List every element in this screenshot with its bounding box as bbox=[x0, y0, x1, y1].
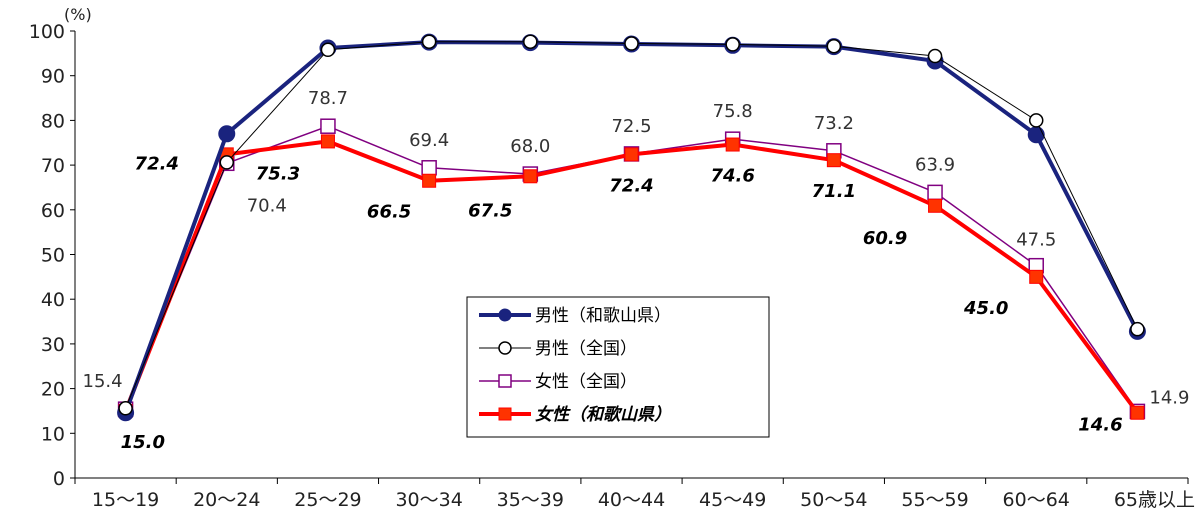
data-point-marker bbox=[320, 134, 335, 149]
data-point-marker bbox=[927, 48, 943, 64]
data-label-female-national: 69.4 bbox=[409, 130, 449, 151]
data-point-marker bbox=[320, 42, 336, 58]
x-tick-label: 55～59 bbox=[901, 489, 968, 511]
data-label-female-wakayama: 15.0 bbox=[121, 432, 165, 453]
data-label-female-wakayama: 71.1 bbox=[812, 181, 856, 202]
data-point-marker bbox=[421, 34, 437, 49]
y-unit-label: (%) bbox=[64, 5, 92, 24]
y-tick-label: 20 bbox=[41, 379, 65, 401]
y-tick-label: 90 bbox=[41, 66, 65, 88]
y-tick-label: 0 bbox=[53, 468, 65, 490]
data-label-female-wakayama: 66.5 bbox=[367, 202, 411, 223]
data-label-female-national: 63.9 bbox=[915, 154, 955, 175]
legend-label: 男性（和歌山県） bbox=[535, 306, 671, 326]
data-label-female-national: 15.4 bbox=[83, 371, 123, 392]
legend-marker bbox=[498, 374, 512, 388]
data-label-female-wakayama: 75.3 bbox=[256, 163, 300, 184]
data-point-marker bbox=[1130, 321, 1145, 337]
x-tick-label: 60～64 bbox=[1003, 489, 1070, 511]
legend: 男性（和歌山県） 男性（全国） 女性（全国） 女性（和歌山県） bbox=[466, 296, 770, 438]
data-point-marker bbox=[1028, 113, 1044, 128]
legend-label: 女性（全国） bbox=[535, 372, 637, 392]
x-tick-label: 35～39 bbox=[497, 489, 564, 511]
y-tick-label: 100 bbox=[29, 21, 65, 43]
data-point-marker bbox=[725, 37, 740, 52]
y-tick-label: 30 bbox=[41, 334, 65, 356]
data-point-marker bbox=[118, 401, 133, 416]
data-label-female-national: 72.5 bbox=[611, 116, 651, 137]
data-point-marker bbox=[928, 198, 943, 213]
legend-label: 男性（全国） bbox=[535, 339, 637, 359]
data-point-marker bbox=[523, 169, 538, 184]
legend-marker bbox=[498, 341, 512, 355]
data-point-marker bbox=[219, 155, 235, 170]
x-tick-label: 25～29 bbox=[294, 489, 361, 511]
legend-marker bbox=[498, 308, 512, 322]
legend-label: 女性（和歌山県） bbox=[535, 405, 671, 425]
x-tick-label: 45～49 bbox=[699, 489, 766, 511]
data-label-female-national: 47.5 bbox=[1016, 230, 1056, 251]
y-tick-label: 80 bbox=[41, 110, 65, 132]
data-point-marker bbox=[422, 173, 437, 188]
data-label-female-national: 73.2 bbox=[814, 113, 854, 134]
axes bbox=[70, 30, 1189, 484]
data-point-marker bbox=[927, 184, 943, 201]
y-tick-labels: 0 10 20 30 40 50 60 70 80 90 100 bbox=[29, 21, 65, 490]
data-label-female-national: 68.0 bbox=[510, 136, 550, 157]
x-tick-label: 65歳以上 bbox=[1114, 489, 1195, 511]
data-label-female-wakayama: 72.4 bbox=[609, 175, 653, 196]
data-label-female-national: 75.8 bbox=[713, 101, 753, 122]
data-point-marker bbox=[1027, 126, 1045, 144]
y-tick-label: 60 bbox=[41, 200, 65, 222]
data-point-marker bbox=[826, 38, 842, 54]
y-tick-label: 70 bbox=[41, 155, 65, 177]
data-label-female-wakayama: 14.6 bbox=[1078, 415, 1122, 436]
data-point-marker bbox=[1130, 405, 1145, 420]
x-tick-label: 50～54 bbox=[800, 489, 867, 511]
data-labels: 15.4 70.4 78.7 69.4 68.0 72.5 75.8 73.2 63.9 47.5… bbox=[83, 88, 1190, 453]
data-label-female-wakayama: 72.4 bbox=[135, 153, 179, 174]
x-tick-label: 20～24 bbox=[193, 489, 260, 511]
data-point-marker bbox=[1029, 269, 1044, 284]
data-label-female-national: 14.9 bbox=[1149, 387, 1189, 408]
data-point-marker bbox=[523, 34, 538, 49]
series-layer bbox=[117, 33, 1146, 422]
data-point-marker bbox=[624, 147, 639, 162]
data-point-marker bbox=[218, 125, 236, 143]
x-tick-label: 30～34 bbox=[395, 489, 462, 511]
legend-marker bbox=[498, 407, 512, 421]
y-tick-label: 40 bbox=[41, 289, 65, 311]
data-label-female-national: 78.7 bbox=[308, 88, 348, 109]
data-label-female-wakayama: 45.0 bbox=[963, 298, 1008, 319]
x-tick-label: 15～19 bbox=[92, 489, 159, 511]
data-label-female-national: 70.4 bbox=[247, 195, 287, 216]
y-tick-label: 10 bbox=[41, 423, 65, 445]
x-tick-label: 40～44 bbox=[598, 489, 665, 511]
y-tick-label: 50 bbox=[41, 245, 65, 267]
data-point-marker bbox=[826, 153, 841, 168]
data-label-female-wakayama: 74.6 bbox=[710, 166, 754, 187]
data-label-female-wakayama: 67.5 bbox=[468, 200, 512, 221]
data-point-marker bbox=[320, 118, 336, 134]
data-point-marker bbox=[624, 36, 639, 51]
x-tick-labels: 15～19 20～24 25～29 30～34 35～39 40～44 45～49 50～54… bbox=[92, 489, 1195, 511]
data-point-marker bbox=[725, 137, 740, 152]
data-label-female-wakayama: 60.9 bbox=[863, 228, 907, 249]
data-point-marker bbox=[421, 160, 437, 176]
